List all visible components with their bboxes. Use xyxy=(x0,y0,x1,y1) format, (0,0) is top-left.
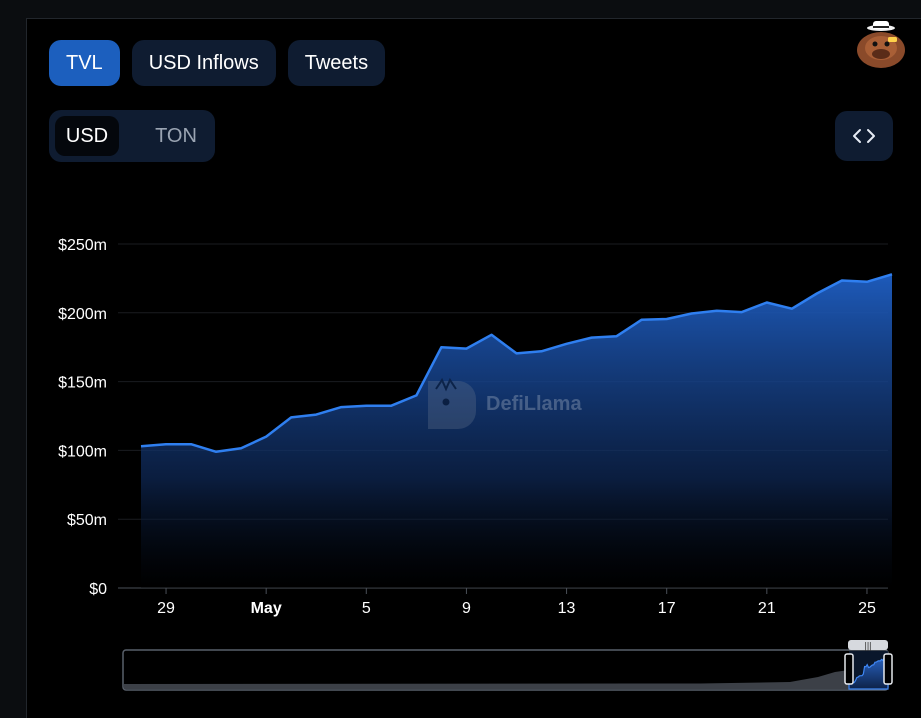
x-tick-label: 9 xyxy=(462,600,471,617)
x-axis: 29 May 5 9 13 17 21 25 xyxy=(157,588,876,617)
chart-tabs: TVL USD Inflows Tweets xyxy=(49,40,386,86)
slider-right-handle[interactable] xyxy=(883,653,893,685)
slider-overview-area xyxy=(124,670,849,689)
slider-left-handle[interactable] xyxy=(844,653,854,685)
currency-toggle: USD TON xyxy=(49,110,215,162)
watermark-text: DefiLlama xyxy=(486,393,582,415)
tab-tvl[interactable]: TVL xyxy=(49,40,120,86)
tab-usd-inflows[interactable]: USD Inflows xyxy=(131,40,276,86)
left-strip xyxy=(0,18,27,718)
tab-tweets[interactable]: Tweets xyxy=(287,40,386,86)
x-tick-label: 13 xyxy=(558,600,576,617)
llama-mascot-icon xyxy=(857,21,905,68)
x-tick-label: 17 xyxy=(658,600,676,617)
currency-usd-button[interactable]: USD xyxy=(55,116,119,156)
y-tick-label: $50m xyxy=(67,512,107,529)
code-icon xyxy=(853,129,875,143)
drag-grip-icon: ||| xyxy=(864,641,871,651)
x-tick-label: 5 xyxy=(362,600,371,617)
tvl-line xyxy=(140,273,893,454)
currency-ton-button[interactable]: TON xyxy=(155,124,197,147)
embed-button[interactable] xyxy=(835,111,893,161)
x-tick-label: 21 xyxy=(758,600,776,617)
y-tick-label: $100m xyxy=(58,443,107,460)
y-tick-label: $150m xyxy=(58,375,107,392)
llama-logo-icon xyxy=(428,377,476,429)
top-strip xyxy=(0,0,921,19)
y-tick-label: $0 xyxy=(89,581,107,598)
tvl-area xyxy=(141,274,892,588)
x-tick-label: 25 xyxy=(858,600,876,617)
defillama-watermark: DefiLlama xyxy=(428,377,582,429)
y-tick-label: $200m xyxy=(58,306,107,323)
y-axis: $0 $50m $100m $150m $200m $250m xyxy=(58,237,107,598)
range-slider[interactable]: ||| xyxy=(122,640,893,691)
x-tick-label: May xyxy=(251,600,282,617)
y-tick-label: $250m xyxy=(58,237,107,254)
slider-drag-handle[interactable] xyxy=(848,640,888,650)
x-tick-label: 29 xyxy=(157,600,175,617)
